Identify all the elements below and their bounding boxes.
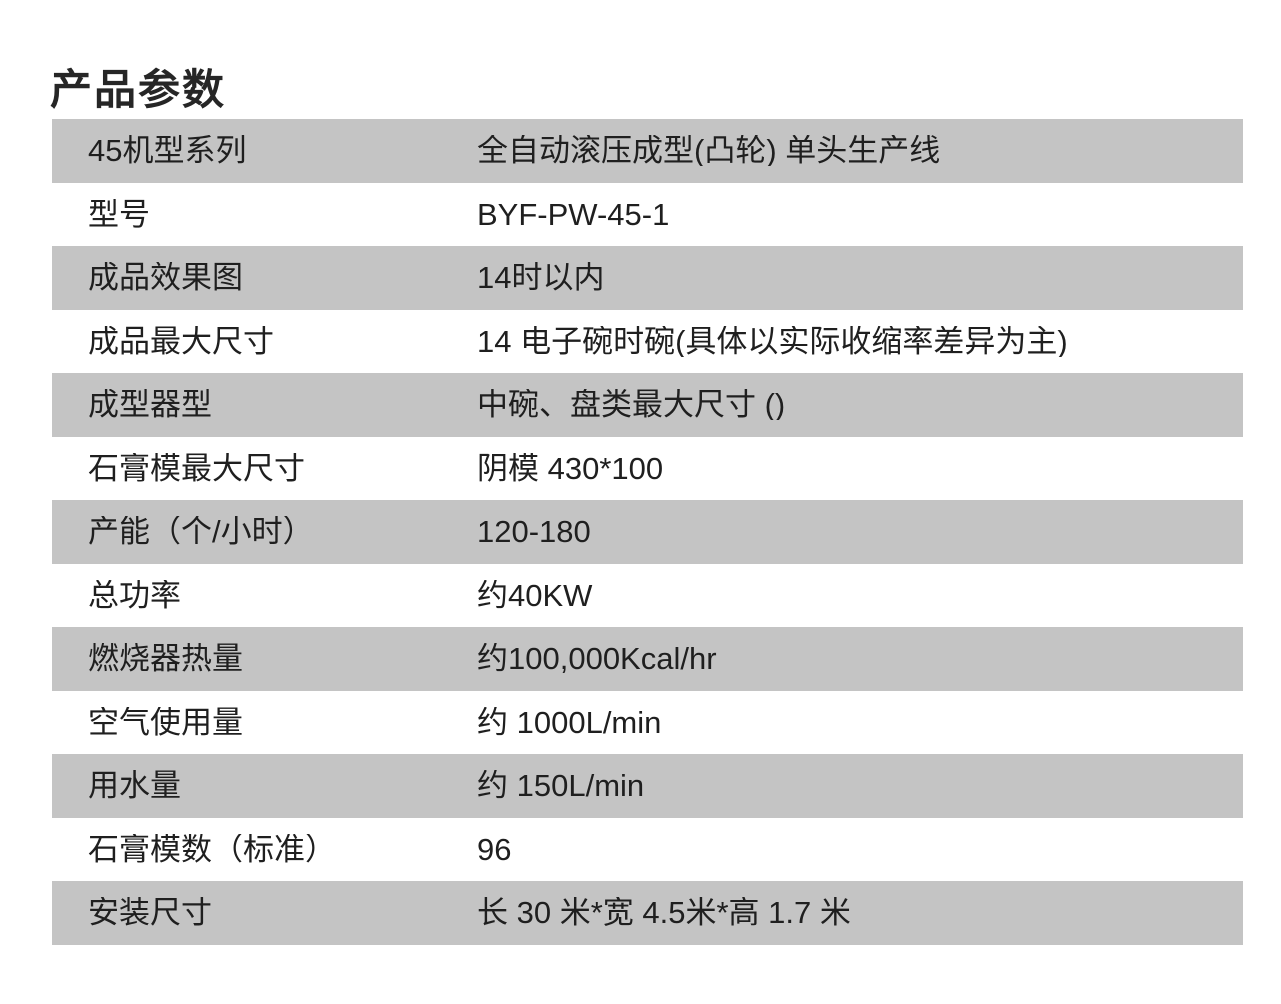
- table-row: 45机型系列 全自动滚压成型(凸轮) 单头生产线: [52, 119, 1243, 183]
- spec-label: 燃烧器热量: [88, 643, 243, 675]
- spec-label: 成型器型: [88, 389, 212, 421]
- spec-value: 14时以内: [477, 262, 605, 294]
- spec-label: 总功率: [88, 579, 181, 611]
- spec-value: 约 150L/min: [477, 770, 645, 802]
- spec-value: 长 30 米*宽 4.5米*高 1.7 米: [477, 897, 851, 929]
- spec-label: 用水量: [88, 770, 181, 802]
- spec-value: 14 电子碗时碗(具体以实际收缩率差异为主): [477, 325, 1068, 357]
- page-title: 产品参数: [50, 66, 227, 114]
- spec-label: 空气使用量: [88, 706, 243, 738]
- table-row: 型号 BYF-PW-45-1: [52, 182, 1243, 246]
- spec-value: 约100,000Kcal/hr: [477, 643, 717, 675]
- table-row: 成品效果图 14时以内: [52, 246, 1243, 310]
- table-row: 成品最大尺寸 14 电子碗时碗(具体以实际收缩率差异为主): [52, 309, 1243, 373]
- spec-value: 96: [477, 833, 512, 865]
- spec-value: 中碗、盘类最大尺寸 (): [477, 389, 786, 421]
- spec-value: 120-180: [477, 516, 591, 548]
- spec-value: 约40KW: [477, 579, 593, 611]
- table-row: 成型器型 中碗、盘类最大尺寸 (): [52, 373, 1243, 437]
- spec-value: 全自动滚压成型(凸轮) 单头生产线: [477, 135, 941, 167]
- table-row: 石膏模最大尺寸 阴模 430*100: [52, 436, 1243, 500]
- spec-value: 约 1000L/min: [477, 706, 662, 738]
- spec-label: 45机型系列: [88, 135, 247, 167]
- table-row: 空气使用量 约 1000L/min: [52, 690, 1243, 754]
- table-row: 燃烧器热量 约100,000Kcal/hr: [52, 627, 1243, 691]
- spec-label: 产能（个/小时）: [88, 516, 314, 548]
- spec-label: 成品最大尺寸: [88, 325, 274, 357]
- table-row: 安装尺寸 长 30 米*宽 4.5米*高 1.7 米: [52, 881, 1243, 945]
- table-row: 用水量 约 150L/min: [52, 754, 1243, 818]
- spec-label: 成品效果图: [88, 262, 243, 294]
- table-row: 石膏模数（标准） 96: [52, 817, 1243, 881]
- table-row: 产能（个/小时） 120-180: [52, 500, 1243, 564]
- spec-label: 安装尺寸: [88, 897, 212, 929]
- spec-value: BYF-PW-45-1: [477, 198, 670, 230]
- spec-label: 石膏模数（标准）: [88, 833, 336, 865]
- spec-value: 阴模 430*100: [477, 452, 664, 484]
- table-row: 总功率 约40KW: [52, 563, 1243, 627]
- spec-label: 石膏模最大尺寸: [88, 452, 305, 484]
- spec-table: 45机型系列 全自动滚压成型(凸轮) 单头生产线 型号 BYF-PW-45-1 …: [52, 119, 1243, 945]
- spec-label: 型号: [88, 198, 150, 230]
